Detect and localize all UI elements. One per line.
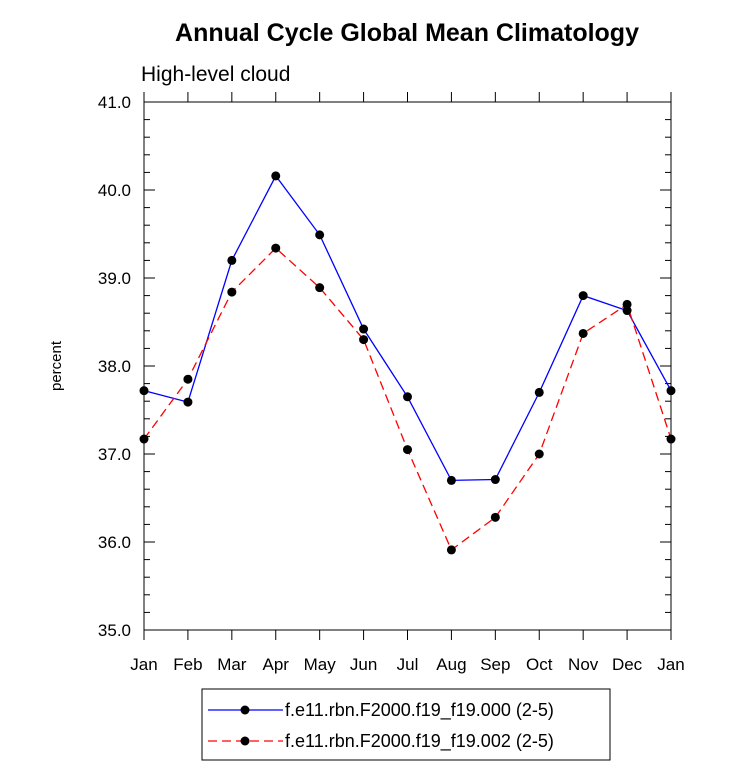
x-tick-label: Mar (217, 655, 247, 674)
chart-title: Annual Cycle Global Mean Climatology (175, 19, 639, 47)
series-1-point (227, 255, 237, 265)
legend-label-series-2: f.e11.rbn.F2000.f19_f19.002 (2-5) (285, 731, 554, 752)
x-tick-label: Feb (173, 655, 202, 674)
series-2-point (271, 243, 281, 253)
series-2-point (446, 545, 456, 555)
series-1-point (271, 171, 281, 181)
series-1-point (578, 291, 588, 301)
series-2-point (183, 374, 193, 384)
x-tick-labels: Jan Feb Mar Apr May Jun Jul Aug Sep Oct Nov Dec Jan (130, 655, 684, 674)
axis-ticks (143, 92, 672, 640)
x-tick-label: May (304, 655, 337, 674)
y-tick-label: 41.0 (98, 93, 131, 112)
series-2-point (403, 445, 412, 455)
y-tick-labels: 35.0 36.0 37.0 38.0 39.0 40.0 41.0 (98, 93, 131, 640)
series-2-point (534, 449, 544, 459)
series-1-point (534, 387, 544, 397)
y-tick-label: 38.0 (98, 357, 131, 376)
series-1-point (446, 475, 456, 485)
series-1-point (315, 230, 325, 240)
legend-label-series-1: f.e11.rbn.F2000.f19_f19.000 (2-5) (285, 700, 554, 721)
legend-marker-series-1 (240, 705, 250, 715)
x-tick-label: Jul (397, 655, 419, 674)
x-tick-label: Apr (263, 655, 290, 674)
series-points (139, 171, 676, 555)
x-tick-label: Oct (526, 655, 553, 674)
series-1-point (666, 386, 676, 396)
series-2-point (227, 287, 237, 297)
series-lines (143, 174, 672, 551)
legend-box (201, 688, 611, 761)
chart-subtitle: High-level cloud (141, 63, 290, 86)
series-1-point (403, 392, 412, 402)
plot-frame (143, 101, 672, 631)
series-2-point (622, 299, 632, 309)
x-tick-label: Jan (657, 655, 684, 674)
series-2-point (359, 335, 369, 345)
series-2-point (490, 512, 500, 522)
x-tick-label: Sep (480, 655, 510, 674)
y-axis-label: percent (48, 340, 65, 391)
x-tick-label: Dec (612, 655, 643, 674)
series-1-point (622, 306, 632, 316)
series-2-point (666, 434, 676, 444)
series-2-point (578, 328, 588, 338)
series-2-point (315, 283, 325, 293)
x-tick-label: Jan (130, 655, 157, 674)
series-2-point (139, 434, 149, 444)
series-1-point (183, 397, 193, 407)
y-tick-label: 35.0 (98, 621, 131, 640)
y-tick-label: 39.0 (98, 269, 131, 288)
legend-marker-series-2 (240, 736, 250, 746)
x-tick-label: Aug (436, 655, 466, 674)
x-tick-label: Nov (568, 655, 599, 674)
series-1-point (139, 386, 149, 396)
y-tick-label: 40.0 (98, 181, 131, 200)
y-tick-label: 37.0 (98, 445, 131, 464)
x-tick-label: Jun (350, 655, 377, 674)
series-1-point (490, 475, 500, 485)
y-tick-label: 36.0 (98, 533, 131, 552)
series-1-point (359, 324, 369, 334)
